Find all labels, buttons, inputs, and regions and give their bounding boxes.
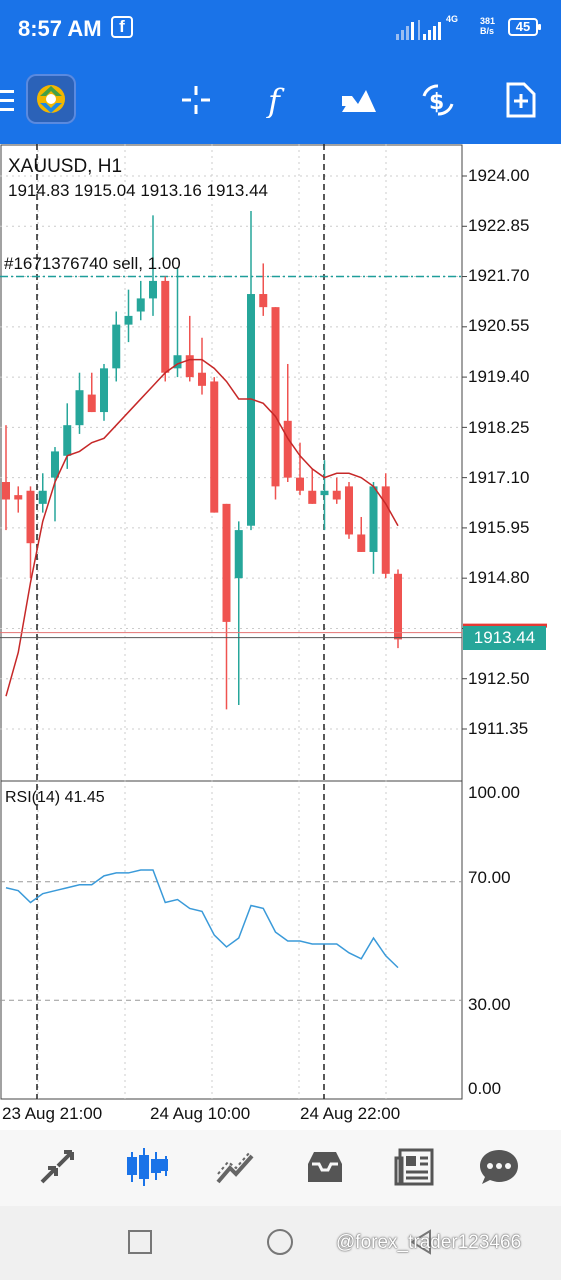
candle-body <box>394 573 402 640</box>
rsi-axis-label: 0.00 <box>468 1079 502 1098</box>
price-pane-border <box>0 144 463 782</box>
candle-body <box>100 368 108 413</box>
candle-body <box>161 280 170 373</box>
indicators-f-icon[interactable]: f <box>260 82 296 118</box>
current-price-badge: 1913.44 <box>463 626 546 650</box>
app-bar: f $ <box>0 58 561 144</box>
candle-body <box>136 298 145 312</box>
candle-body <box>51 451 59 478</box>
time-axis-label: 24 Aug 22:00 <box>300 1104 401 1123</box>
price-axis-label: 1924.00 <box>468 166 530 185</box>
time-axis-label: 24 Aug 10:00 <box>150 1104 251 1123</box>
price-chart[interactable] <box>0 144 561 1130</box>
candle-body <box>296 477 304 491</box>
order-label[interactable]: #1671376740 sell, 1.00 <box>4 254 181 273</box>
system-nav-bar <box>0 1206 561 1280</box>
svg-text:$: $ <box>429 90 444 115</box>
candle-body <box>222 503 231 622</box>
new-order-icon[interactable] <box>502 82 538 118</box>
candle-body <box>149 280 157 299</box>
symbol-timeframe: XAUUSD, H1 <box>8 156 123 177</box>
facebook-icon: f <box>111 16 133 38</box>
candle-body <box>259 294 268 308</box>
menu-icon[interactable] <box>0 88 16 114</box>
candle-body <box>14 495 23 500</box>
candle-body <box>185 355 194 378</box>
messages-icon[interactable] <box>478 1146 520 1188</box>
rsi-label: RSI(14) 41.45 <box>5 789 105 806</box>
candle-body <box>369 486 378 552</box>
recents-square-icon[interactable] <box>126 1228 154 1256</box>
bottom-toolbar <box>0 1130 561 1206</box>
candle-body <box>247 294 255 526</box>
price-axis-label: 1912.50 <box>468 669 530 688</box>
price-axis-label: 1911.35 <box>468 719 529 738</box>
status-bar: 8:57 AM f 4G 381 B/s 45 <box>0 0 561 58</box>
candle-body <box>38 490 47 504</box>
rsi-axis-label: 30.00 <box>468 995 511 1014</box>
history-icon[interactable] <box>304 1146 346 1188</box>
net-speed: 381 B/s <box>480 16 496 36</box>
candle-body <box>2 482 10 500</box>
candle-body <box>320 490 329 496</box>
home-circle-icon[interactable] <box>266 1228 294 1256</box>
crosshair-icon[interactable] <box>178 82 214 118</box>
price-axis-label: 1919.40 <box>468 367 530 386</box>
chart-icon[interactable] <box>126 1146 168 1188</box>
ask-price-marker <box>463 623 547 628</box>
candle-body <box>124 315 133 325</box>
signal-icon <box>396 20 441 40</box>
candle-body <box>63 425 72 456</box>
candle-body <box>87 394 96 413</box>
moving-average-line <box>5 358 399 697</box>
trade-icon[interactable] <box>214 1146 256 1188</box>
battery-icon: 45 <box>508 18 541 36</box>
price-axis-label: 1915.95 <box>468 518 530 537</box>
ohlc-values: 1914.83 1915.04 1913.16 1913.44 <box>8 181 268 200</box>
price-axis-label: 1918.25 <box>468 418 530 437</box>
symbols-dollar-icon[interactable]: $ <box>420 82 456 118</box>
svg-text:f: f <box>266 82 285 118</box>
candle-body <box>332 490 341 500</box>
network-type: 4G <box>446 14 459 24</box>
candle-body <box>173 355 182 369</box>
candle-body <box>283 420 292 478</box>
candle-body <box>112 324 121 369</box>
candle-body <box>308 490 317 504</box>
candle-body <box>381 486 390 574</box>
quotes-icon[interactable] <box>36 1146 78 1188</box>
price-axis-label: 1921.70 <box>468 266 530 285</box>
candle-body <box>234 530 243 579</box>
candle-body <box>345 486 353 535</box>
time-axis-label: 23 Aug 21:00 <box>2 1104 103 1123</box>
candle-body <box>198 372 206 386</box>
watermark-text: @forex_trader123466 <box>336 1232 522 1253</box>
objects-icon[interactable] <box>340 82 376 118</box>
price-axis-label: 1920.55 <box>468 316 530 335</box>
metatrader-logo-icon[interactable] <box>26 74 76 124</box>
rsi-pane-border <box>0 780 463 1100</box>
price-axis-label: 1914.80 <box>468 568 530 587</box>
clock: 8:57 AM <box>18 16 102 41</box>
candle-body <box>210 381 219 513</box>
back-triangle-icon[interactable] <box>408 1228 436 1256</box>
candle-body <box>357 534 366 552</box>
news-icon[interactable] <box>394 1146 436 1188</box>
candle-body <box>271 307 280 487</box>
price-axis-label: 1917.10 <box>468 468 530 487</box>
rsi-axis-label: 70.00 <box>468 868 511 887</box>
rsi-axis-label: 100.00 <box>468 783 520 802</box>
rsi-line <box>5 869 399 969</box>
price-axis-label: 1922.85 <box>468 216 530 235</box>
candle-body <box>26 490 35 544</box>
candle-body <box>75 390 84 426</box>
